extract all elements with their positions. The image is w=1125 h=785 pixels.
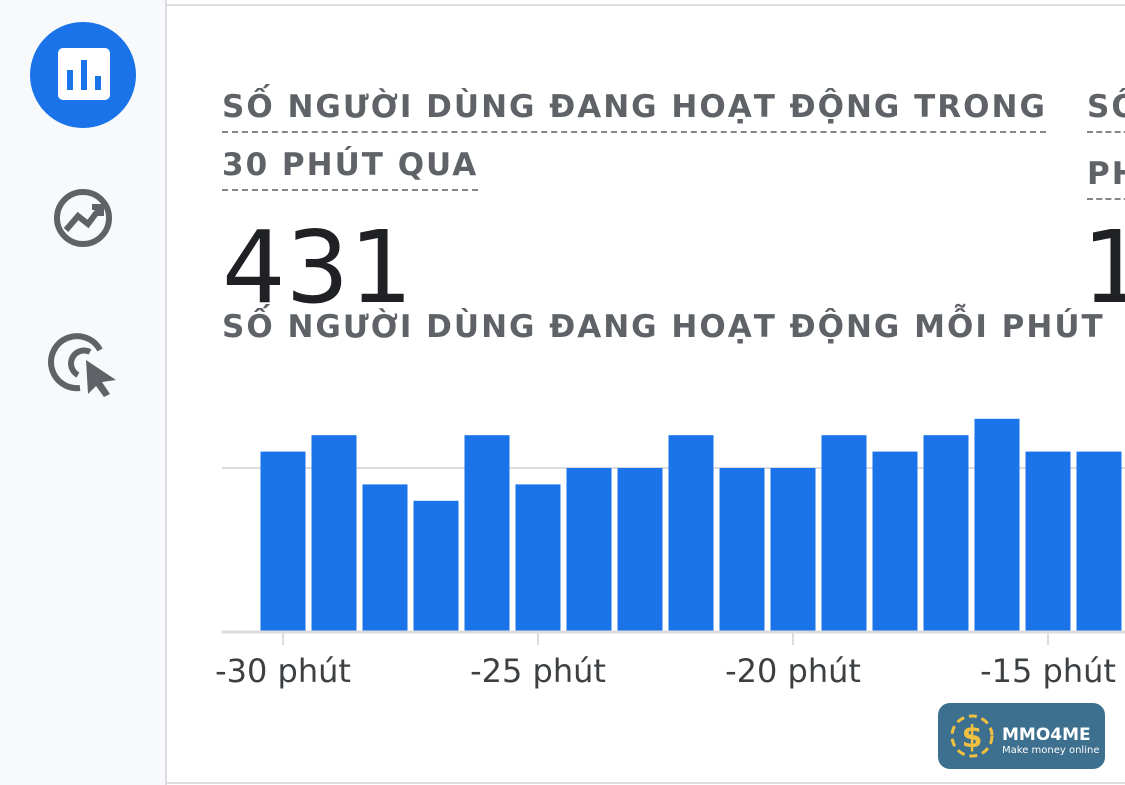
svg-text:$: $ — [962, 720, 983, 755]
bar — [413, 500, 459, 632]
bar — [566, 468, 612, 632]
bar — [362, 484, 408, 632]
bar — [719, 468, 765, 632]
bar — [260, 451, 306, 632]
watermark-name: MMO4ME — [1002, 725, 1091, 745]
watermark-tagline: Make money online — [1002, 745, 1100, 756]
bar — [923, 435, 969, 632]
bar — [464, 435, 510, 632]
bar — [1076, 451, 1122, 632]
x-tick-label: -30 phút — [215, 652, 351, 690]
bar — [515, 484, 561, 632]
glyph-bar — [67, 70, 73, 90]
advertising-icon[interactable] — [48, 333, 103, 392]
x-tick-label: -15 phút — [980, 652, 1116, 690]
next-card-title-line: PH — [1087, 156, 1125, 192]
glyph-bar — [81, 60, 87, 90]
next-card-title-line: SỐ — [1087, 89, 1125, 125]
watermark: $ MMO4ME Make money online — [938, 703, 1105, 769]
explore-icon[interactable] — [54, 189, 112, 247]
card-title[interactable]: SỐ NGƯỜI DÙNG ĐANG HOẠT ĐỘNG TRONG 30 PH… — [222, 89, 1047, 183]
sidebar — [0, 0, 167, 785]
bar — [668, 435, 714, 632]
bar — [311, 435, 357, 632]
bar — [617, 468, 663, 632]
active-users-value: 431 — [222, 209, 413, 326]
bar — [821, 435, 867, 632]
bar — [1025, 451, 1071, 632]
chart: -30 phút -25 phút -20 phút -15 phút — [215, 418, 1125, 690]
bar — [974, 418, 1020, 632]
bar — [770, 468, 816, 632]
sidebar-icons — [30, 22, 136, 397]
watermark-logo: $ — [950, 714, 994, 758]
glyph-bar — [95, 76, 101, 90]
next-card-value: 1 — [1082, 218, 1125, 318]
realtime-card: SỐ NGƯỜI DÙNG ĐANG HOẠT ĐỘNG TRONG 30 PH… — [167, 4, 1125, 784]
x-tick-label: -25 phút — [470, 652, 606, 690]
chart-title: SỐ NGƯỜI DÙNG ĐANG HOẠT ĐỘNG MỖI PHÚT — [222, 309, 1105, 345]
cursor-glyph — [86, 360, 116, 397]
bar — [872, 451, 918, 632]
x-tick-label: -20 phút — [725, 652, 861, 690]
